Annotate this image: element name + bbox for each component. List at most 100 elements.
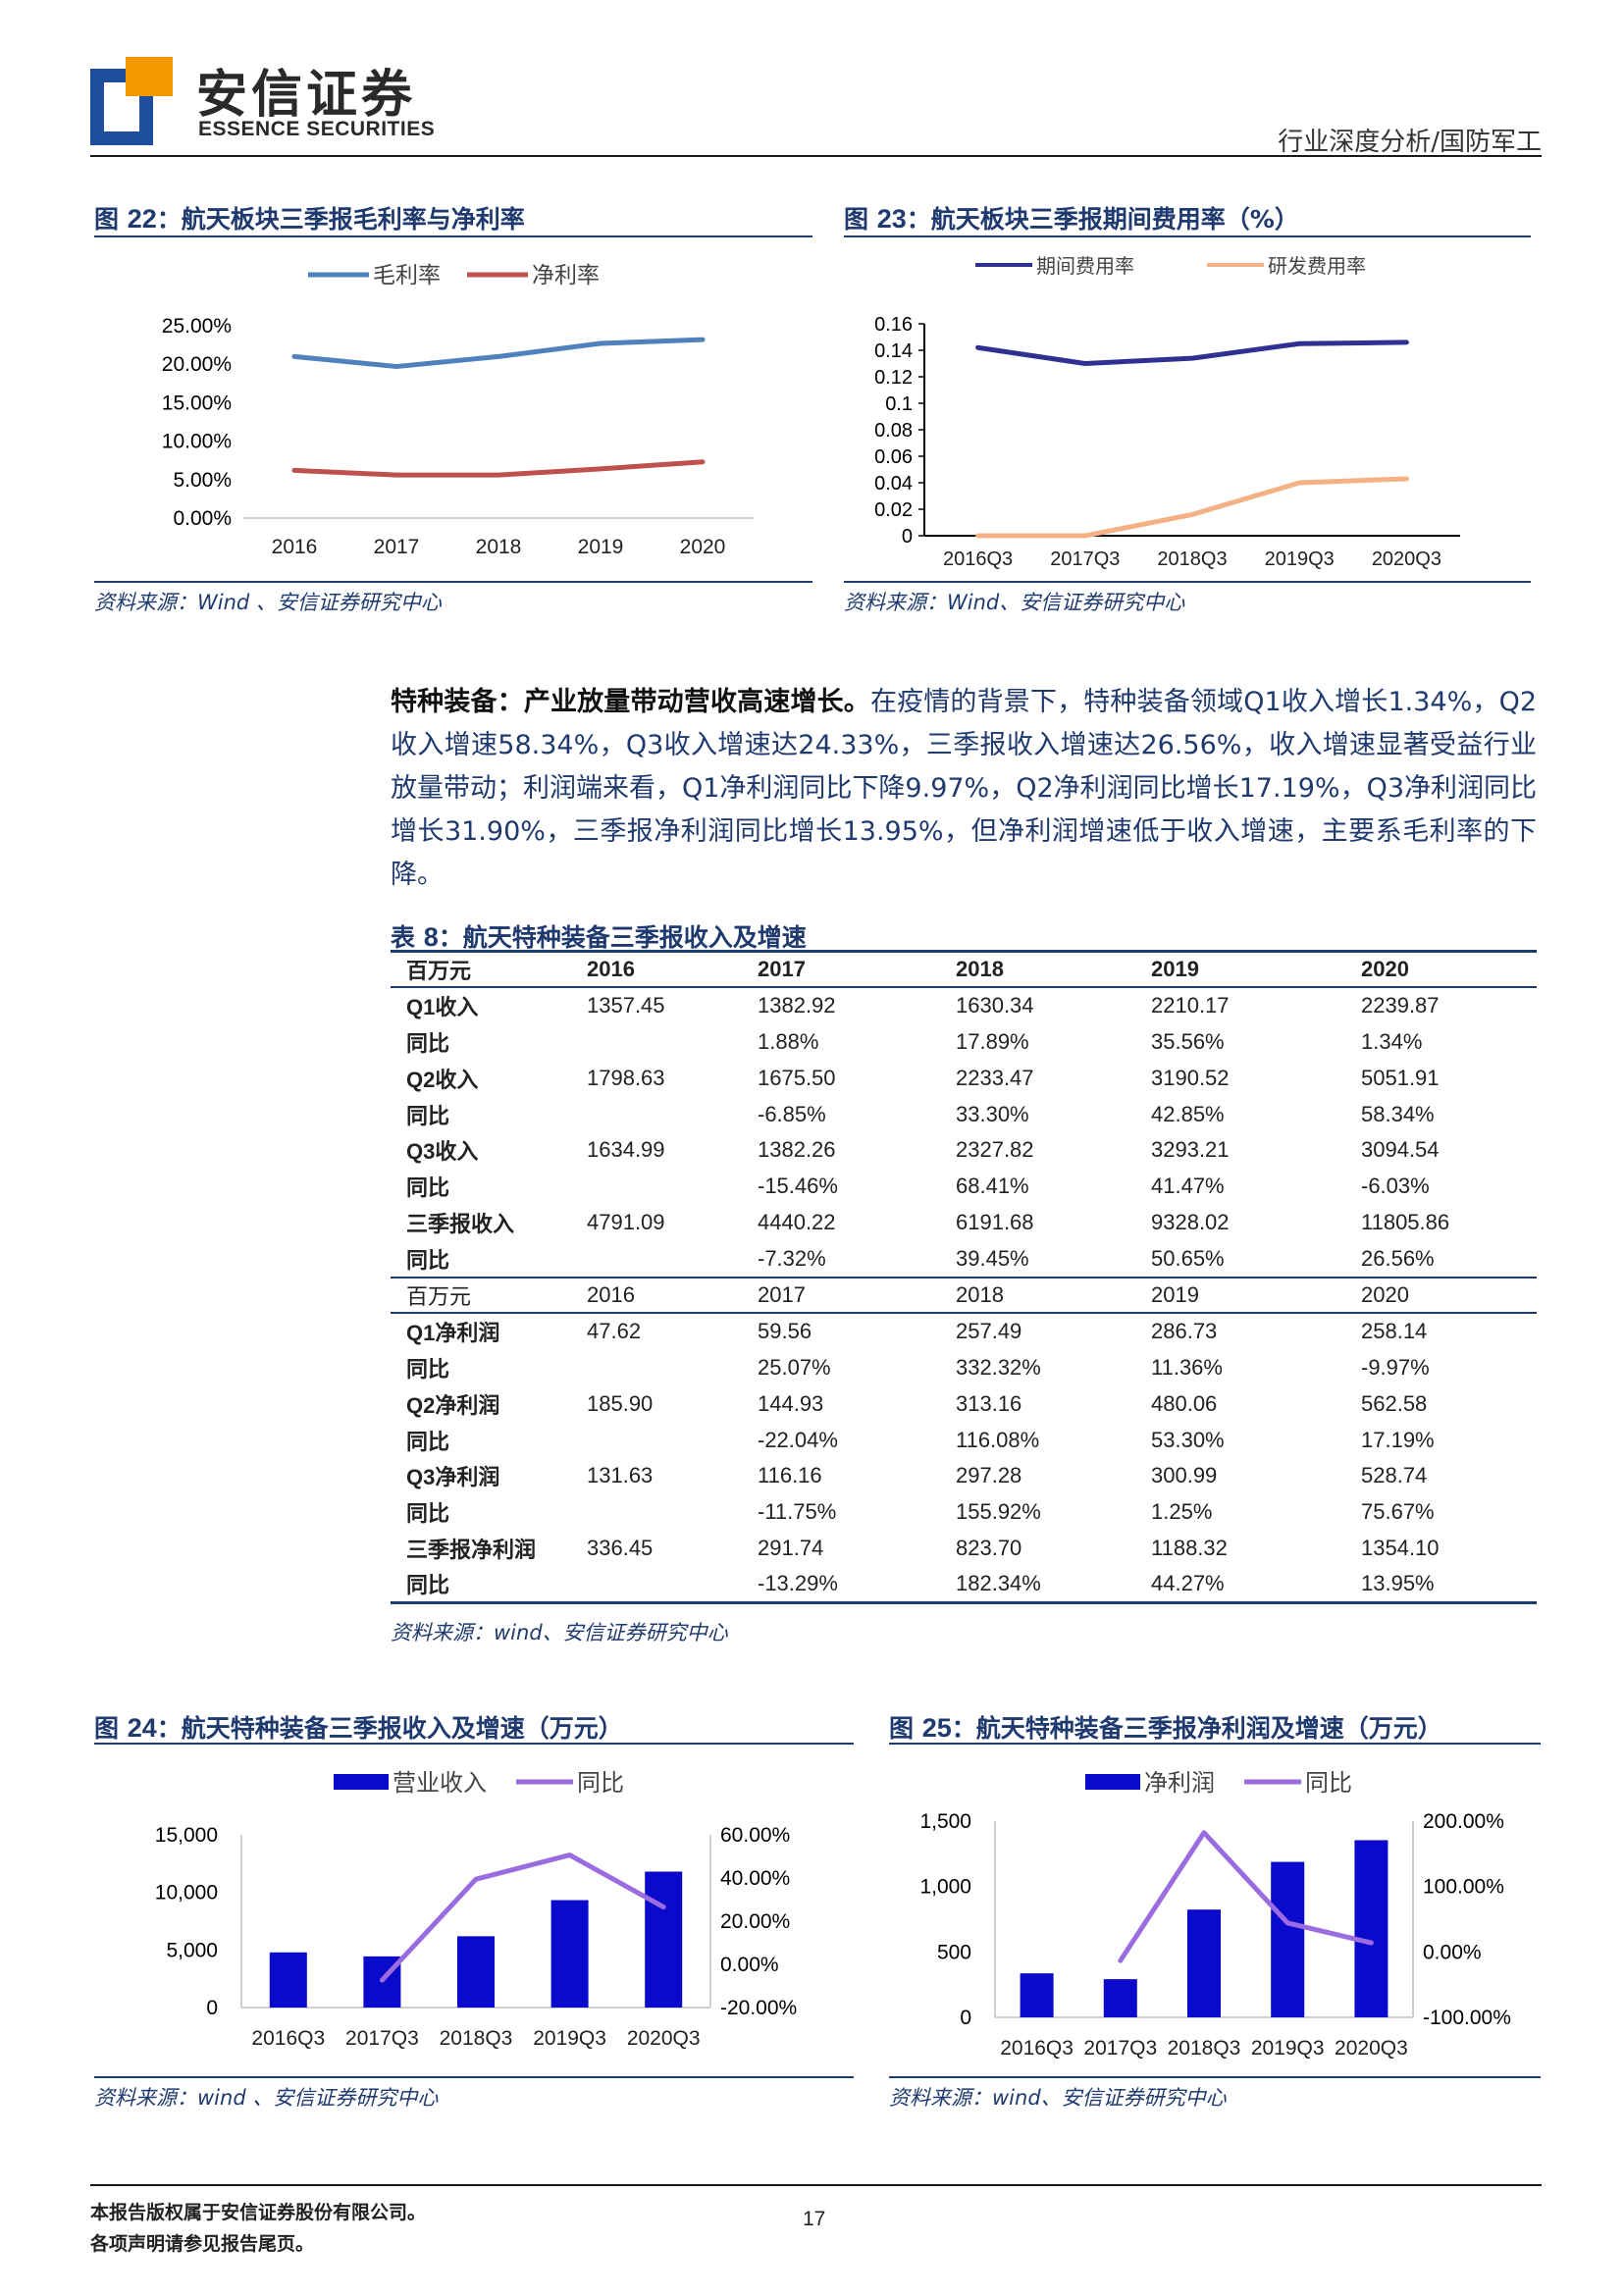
table-cell: 155.92%: [956, 1499, 1041, 1525]
y-left-tick-label: 500: [937, 1941, 971, 1963]
table-cell: 332.32%: [956, 1354, 1041, 1380]
body-paragraph: 特种装备：产业放量带动营收高速增长。在疫情的背景下，特种装备领域Q1收入增长1.…: [391, 681, 1537, 897]
row-label: 同比: [406, 1103, 450, 1128]
logo-text-en: ESSENCE SECURITIES: [198, 118, 436, 140]
table-cell: -15.46%: [758, 1174, 838, 1199]
table-cell: 5051.91: [1361, 1065, 1440, 1090]
table-row: 同比 -22.04% 116.08% 53.30% 17.19%: [391, 1422, 1537, 1458]
y-tick-label: 0.08: [874, 420, 913, 442]
y-right-tick-label: -20.00%: [720, 1997, 797, 2019]
y-left-tick-label: 5,000: [166, 1939, 218, 1961]
table-cell: 1382.26: [758, 1137, 836, 1163]
growth-line: [379, 1852, 666, 1983]
table-cell: 47.62: [587, 1319, 642, 1344]
table-cell: -7.32%: [758, 1245, 826, 1271]
paragraph-body: 在疫情的背景下，特种装备领域Q1收入增长1.34%，Q2收入增速58.34%，Q…: [391, 687, 1538, 890]
fig25-bottom-rule: [889, 2076, 1541, 2078]
table-cell: 182.34%: [956, 1566, 1151, 1605]
series-line-1: [975, 476, 1409, 539]
table-cell: 2017: [758, 1276, 956, 1315]
y-tick-label: 0.04: [874, 473, 913, 495]
table-cell: [587, 1349, 758, 1385]
fig25-title-rule: [889, 1743, 1541, 1745]
table-cell: 2018: [956, 1276, 1151, 1315]
fig22-title-rule: [94, 235, 812, 237]
row-label: Q3净利润: [406, 1465, 500, 1490]
y-tick-label: 0.16: [874, 314, 913, 336]
table-cell: 2019: [1151, 1276, 1361, 1315]
row-label: Q3收入: [406, 1139, 479, 1165]
y-tick-label: 20.00%: [162, 353, 232, 376]
x-tick-label: 2018Q3: [1168, 2037, 1241, 2060]
legend-label-line: 同比: [577, 1770, 624, 1797]
legend-swatch-bar: [334, 1774, 389, 1790]
x-tick-label: 2019: [578, 536, 624, 558]
series-line-1: [291, 459, 706, 478]
table-cell: 13.95%: [1361, 1566, 1537, 1605]
y-right-tick-label: 200.00%: [1423, 1810, 1504, 1833]
table-cell: 11805.86: [1361, 1210, 1450, 1235]
table-cell: -6.03%: [1361, 1174, 1430, 1199]
fig24-title-rule: [94, 1743, 854, 1745]
table-cell: 53.30%: [1151, 1427, 1225, 1452]
x-tick-label: 2016Q3: [251, 2027, 325, 2050]
table-row: Q1净利润 47.62 59.56 257.49 286.73 258.14: [391, 1313, 1537, 1349]
table-row: 同比 1.88% 17.89% 35.56% 1.34%: [391, 1023, 1537, 1060]
row-label: 同比: [406, 1175, 450, 1201]
company-logo: [90, 57, 173, 145]
table-cell: 258.14: [1361, 1319, 1428, 1344]
y-right-tick-label: 100.00%: [1423, 1876, 1504, 1899]
bar: [1271, 1861, 1305, 2017]
x-tick-label: 2018: [476, 536, 522, 558]
x-tick-label: 2020Q3: [1372, 548, 1441, 570]
table-cell: 1.88%: [758, 1028, 819, 1054]
table-cell: 3094.54: [1361, 1137, 1440, 1163]
x-tick-label: 2020: [680, 536, 726, 558]
table-cell: [587, 1566, 758, 1605]
header-divider: [90, 155, 1542, 157]
page-number: 17: [803, 2208, 826, 2230]
row-label: 同比: [406, 1247, 450, 1273]
x-tick-label: 2016Q3: [943, 548, 1013, 570]
table-cell: [587, 1241, 758, 1278]
row-label: 同比: [406, 1429, 450, 1454]
row-label: 百万元: [391, 950, 587, 989]
row-label: Q2净利润: [406, 1392, 500, 1418]
x-tick-label: 2017Q3: [345, 2027, 419, 2050]
y-tick-label: 25.00%: [162, 315, 232, 338]
y-tick-label: 5.00%: [173, 469, 232, 492]
table-row: Q2收入 1798.63 1675.50 2233.47 3190.52 5051.91: [391, 1060, 1537, 1096]
table-cell: 291.74: [758, 1536, 824, 1561]
x-tick-label: 2019Q3: [1251, 2037, 1325, 2060]
table8: 百万元 2016 2017 2018 2019 2020 Q1收入 1357.45 1382.9…: [391, 950, 1537, 1605]
legend-label-1: 净利率: [532, 262, 600, 287]
fig24-bottom-rule: [94, 2076, 854, 2078]
table-cell: 4791.09: [587, 1210, 665, 1235]
table-cell: 41.47%: [1151, 1174, 1225, 1199]
table-cell: -9.97%: [1361, 1354, 1430, 1380]
table-cell: 1798.63: [587, 1065, 665, 1090]
x-tick-label: 2018Q3: [440, 2027, 513, 2050]
table-row: 同比 -13.29% 182.34% 44.27% 13.95%: [391, 1566, 1537, 1605]
x-tick-label: 2018Q3: [1157, 548, 1227, 570]
table-row: 百万元 2016 2017 2018 2019 2020: [391, 1276, 1537, 1315]
bar: [1103, 1979, 1137, 2017]
table-cell: 9328.02: [1151, 1210, 1230, 1235]
y-tick-label: 0.14: [874, 340, 913, 362]
table-cell: 2233.47: [956, 1065, 1034, 1090]
table-cell: 313.16: [956, 1390, 1022, 1416]
fig23-title-rule: [844, 235, 1531, 237]
table-cell: 6191.68: [956, 1210, 1034, 1235]
fig23-bottom-rule: [844, 581, 1531, 583]
table-cell: 257.49: [956, 1319, 1022, 1344]
y-left-tick-label: 1,500: [919, 1810, 971, 1833]
table-cell: 35.56%: [1151, 1028, 1225, 1054]
row-label: 同比: [406, 1501, 450, 1527]
series-line-0: [291, 337, 706, 370]
table-cell: 17.89%: [956, 1028, 1029, 1054]
table-cell: 39.45%: [956, 1245, 1029, 1271]
y-tick-label: 0.12: [874, 367, 913, 389]
table-row: 同比 -11.75% 155.92% 1.25% 75.67%: [391, 1494, 1537, 1531]
table-cell: 4440.22: [758, 1210, 836, 1235]
table-cell: 131.63: [587, 1463, 654, 1488]
